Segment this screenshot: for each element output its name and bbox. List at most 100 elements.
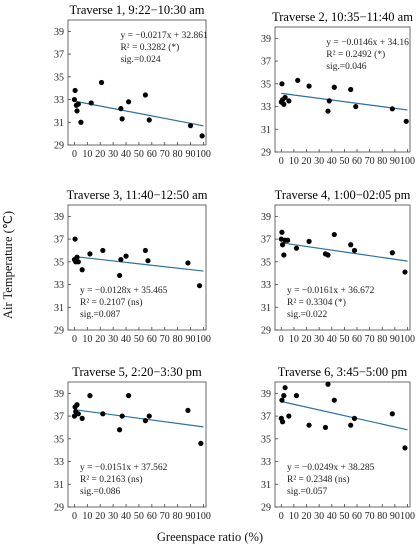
y-axis-label: Air Temperature (℃) [1,211,15,319]
x-tick-label: 80 [377,334,387,345]
data-point [100,411,106,417]
x-tick-label: 90 [390,334,400,345]
data-point [281,101,287,107]
x-tick-label: 30 [314,156,324,167]
x-tick-label: 100 [196,511,211,522]
data-point [145,258,151,264]
plot-frame [67,381,207,508]
x-tick-label: 10 [289,511,299,522]
x-axis-label: Greenspace ratio (%) [157,530,263,544]
x-tick-label: 40 [327,156,337,167]
x-tick-label: 0 [72,149,77,160]
x-tick-label: 20 [302,511,312,522]
plot-frame [274,381,411,508]
data-point [98,79,105,86]
x-tick-label: 60 [352,156,362,167]
y-tick-label: 31 [54,303,64,314]
y-tick-label: 31 [261,125,271,136]
data-point [100,247,106,254]
x-tick-label: 50 [134,334,144,345]
y-tick-label: 31 [261,480,271,491]
trend-line [281,400,408,431]
data-point [78,119,84,125]
y-tick-label: 35 [261,79,271,90]
y-tick-label: 35 [54,257,64,268]
trend-line [281,242,408,262]
y-tick-label: 31 [54,118,64,129]
x-tick-label: 70 [160,511,170,522]
y-tick-label: 35 [54,434,64,445]
data-point [72,236,78,242]
panel-title: Traverse 1, 9:22−10:30 am [69,3,204,17]
data-point [351,415,358,421]
data-point [123,253,129,259]
x-tick-label: 20 [95,334,105,345]
y-tick-label: 33 [54,95,64,106]
x-tick-label: 100 [196,149,211,160]
data-point [116,427,123,433]
x-tick-label: 70 [365,334,375,345]
panel-1: Traverse 1, 9:22−10:30 am 29 31 33 35 37 39 0 10… [54,3,211,160]
y-tick-label: 33 [261,280,271,291]
regression-annotation: sig.=0.022 [287,310,327,320]
data-point [87,393,93,399]
x-tick-label: 50 [134,511,144,522]
x-tick-label: 50 [339,334,349,345]
regression-annotation: R² = 0.2107 (ns) [80,297,143,308]
x-tick-label: 30 [314,334,324,345]
x-tick-label: 20 [95,149,105,160]
data-point [74,402,80,408]
y-tick-label: 29 [261,326,271,337]
x-tick-label: 10 [289,334,299,345]
regression-annotation: y = −0.0217x + 32.861 [120,31,208,41]
data-point [322,424,329,431]
y-tick-label: 39 [261,212,271,223]
y-tick-label: 39 [54,212,64,223]
y-tick-label: 29 [261,503,271,514]
data-point [196,283,203,289]
regression-annotation: R² = 0.3304 (*) [287,297,346,308]
x-tick-label: 50 [339,156,349,167]
data-point [279,81,285,87]
data-point [281,393,287,399]
data-point [185,260,191,266]
panel-title: Traverse 5, 2:20−3:30 pm [72,365,202,379]
x-tick-label: 40 [327,511,337,522]
y-tick-label: 29 [261,148,271,159]
y-tick-label: 31 [54,480,64,491]
x-tick-label: 0 [72,511,77,522]
x-tick-label: 10 [289,156,299,167]
data-point [142,418,148,424]
data-point [285,237,291,243]
data-point [331,397,337,403]
trend-line [74,100,204,127]
x-tick-label: 80 [377,511,387,522]
x-tick-label: 0 [279,511,284,522]
x-tick-label: 40 [327,334,337,345]
plot-frame [67,19,207,146]
x-tick-label: 70 [365,156,375,167]
data-point [403,118,409,124]
data-point [348,242,354,248]
x-tick-label: 80 [173,334,183,345]
x-tick-label: 10 [82,149,92,160]
x-tick-label: 40 [121,334,131,345]
data-point [325,108,331,114]
data-point [306,83,312,89]
data-point [75,259,81,265]
x-tick-label: 0 [279,334,284,345]
data-point [306,238,312,244]
x-tick-label: 30 [108,511,118,522]
data-point [293,393,300,399]
data-point [331,231,337,238]
y-tick-label: 39 [54,389,64,400]
y-tick-label: 33 [54,280,64,291]
data-point [306,422,312,428]
x-tick-label: 0 [72,334,77,345]
data-point [116,272,123,279]
data-point [402,445,408,451]
data-point [279,229,285,235]
data-point [286,98,292,104]
